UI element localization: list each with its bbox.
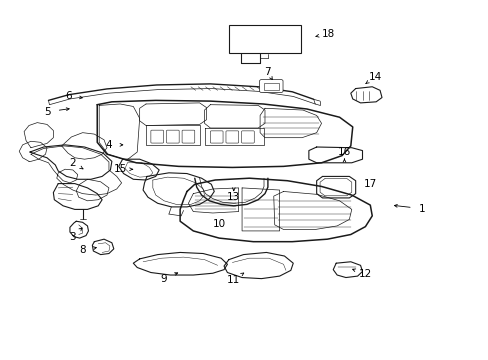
- FancyBboxPatch shape: [151, 130, 163, 143]
- Text: 14: 14: [368, 72, 381, 82]
- Text: 12: 12: [358, 269, 371, 279]
- FancyBboxPatch shape: [225, 131, 238, 143]
- Text: 8: 8: [79, 245, 86, 255]
- Text: 2: 2: [69, 158, 76, 168]
- Text: 10: 10: [212, 219, 225, 229]
- Text: 5: 5: [43, 107, 50, 117]
- FancyBboxPatch shape: [166, 130, 179, 143]
- FancyBboxPatch shape: [182, 130, 194, 143]
- Text: 18: 18: [321, 29, 334, 39]
- Text: 4: 4: [105, 140, 112, 150]
- FancyBboxPatch shape: [241, 131, 254, 143]
- Text: 11: 11: [227, 275, 240, 285]
- Text: 7: 7: [264, 67, 271, 77]
- Text: 3: 3: [69, 232, 76, 242]
- FancyBboxPatch shape: [210, 131, 223, 143]
- Text: 17: 17: [363, 179, 376, 189]
- FancyBboxPatch shape: [228, 25, 301, 53]
- Text: 6: 6: [65, 91, 72, 101]
- Text: 16: 16: [337, 147, 350, 157]
- Text: 15: 15: [113, 164, 126, 174]
- Text: 13: 13: [227, 192, 240, 202]
- FancyBboxPatch shape: [259, 80, 283, 93]
- Text: 9: 9: [161, 274, 167, 284]
- FancyBboxPatch shape: [264, 83, 278, 90]
- Text: 1: 1: [418, 204, 425, 214]
